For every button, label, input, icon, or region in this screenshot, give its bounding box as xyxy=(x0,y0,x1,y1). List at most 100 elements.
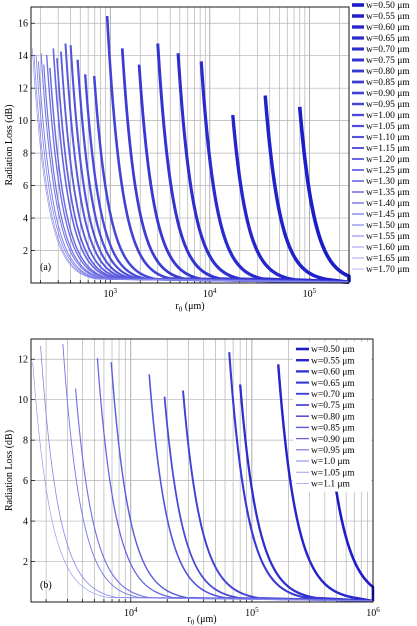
legend-entry: w=0.75 μm xyxy=(366,56,410,66)
series-line xyxy=(33,56,349,283)
series-group xyxy=(32,344,375,603)
legend-entry: w=1.40 μm xyxy=(366,199,410,209)
series-line xyxy=(120,48,349,284)
series-line xyxy=(148,374,373,602)
series-line xyxy=(46,54,349,283)
series-line xyxy=(239,384,374,603)
legend-entry: w=1.15 μm xyxy=(366,144,410,154)
legend-entry: w=1.70 μm xyxy=(366,265,410,275)
y-tick-label: 6 xyxy=(23,476,28,487)
series-line xyxy=(96,358,373,602)
legend-entry: w=0.55 μm xyxy=(366,12,410,22)
y-tick-label: 6 xyxy=(23,181,28,192)
series-line xyxy=(182,390,373,602)
legend-entry: w=1.45 μm xyxy=(366,210,410,220)
legend-entry: w=0.65 μm xyxy=(366,34,410,44)
y-tick-label: 2 xyxy=(23,246,28,257)
x-tick-label: 105 xyxy=(303,287,317,300)
axes-frame xyxy=(30,338,374,603)
series-line xyxy=(297,106,351,283)
y-tick-label: 4 xyxy=(23,517,28,528)
series-line xyxy=(56,58,349,284)
legend: w=0.50 μmw=0.55 μmw=0.60 μmw=0.65 μm w=0.… xyxy=(352,1,410,275)
y-axis-label: Radiation Loss (dB) xyxy=(4,104,15,185)
series-line xyxy=(176,53,350,284)
legend-entry: w=0.60 μm xyxy=(311,368,355,378)
series-line xyxy=(32,48,349,283)
legend-entry: w=1.20 μm xyxy=(366,155,410,165)
legend-entry: w=0.50 μm xyxy=(366,1,410,11)
series-line xyxy=(75,388,373,602)
x-axis-label: r0 (μm) xyxy=(187,614,216,626)
series-line xyxy=(69,45,349,284)
legend-entry: w=1.60 μm xyxy=(366,243,410,253)
x-tick-label: 105 xyxy=(245,606,259,619)
series-line xyxy=(76,59,349,284)
x-tick-label: 104 xyxy=(203,287,217,300)
y-axis-label: Radiation Loss (dB) xyxy=(4,430,15,511)
legend-entry: w=1.1 μm xyxy=(311,480,351,490)
series-line xyxy=(40,346,373,602)
series-line xyxy=(163,396,373,602)
legend-entry: w=1.65 μm xyxy=(366,254,410,264)
series-line xyxy=(35,54,349,283)
y-tick-label: 8 xyxy=(23,149,28,160)
y-tick-label: 14 xyxy=(18,51,28,62)
legend-entry: w=0.85 μm xyxy=(366,78,410,88)
y-tick-label: 12 xyxy=(18,84,28,95)
legend-entry: w=1.25 μm xyxy=(366,166,410,176)
legend-entry: w=0.90 μm xyxy=(311,435,355,445)
legend-entry: w=0.85 μm xyxy=(311,424,355,434)
chart-panel-b: 2 4 6 8 10 12 104 105 106 w=0.50 μmw=0.55 μm w=0.6… xyxy=(4,338,380,626)
series-line xyxy=(110,362,373,602)
legend-entry: w=0.80 μm xyxy=(366,67,410,77)
legend-entry: w=0.75 μm xyxy=(311,401,355,411)
legend-entry: w=0.70 μm xyxy=(311,390,355,400)
series-line xyxy=(62,344,373,602)
legend-entry: w=0.95 μm xyxy=(366,100,410,110)
series-line xyxy=(83,74,349,284)
series-line xyxy=(52,48,349,283)
x-tick-label: 106 xyxy=(366,606,380,619)
series-line xyxy=(64,43,349,284)
x-tick-label: 103 xyxy=(103,287,117,300)
y-tick-label: 4 xyxy=(23,214,28,225)
panel-label: (a) xyxy=(40,262,51,273)
series-line xyxy=(43,64,349,283)
y-tick-label: 2 xyxy=(23,557,28,568)
y-tick-label: 10 xyxy=(18,395,28,406)
legend-entry: w=0.65 μm xyxy=(311,379,355,389)
legend-entry: w=0.80 μm xyxy=(311,412,355,422)
series-line xyxy=(137,64,349,284)
series-line xyxy=(228,352,374,603)
legend-entry: w=1.00 μm xyxy=(366,111,410,121)
legend-entry: w=1.35 μm xyxy=(366,188,410,198)
series-line xyxy=(49,67,349,283)
series-line xyxy=(92,75,349,284)
series-line xyxy=(60,51,349,284)
legend-entry: w=0.95 μm xyxy=(311,446,355,456)
series-line xyxy=(199,61,350,284)
x-tick-label: 104 xyxy=(124,606,138,619)
panel-label: (b) xyxy=(40,580,52,591)
series-line xyxy=(105,15,349,284)
legend-entry: w=0.50 μm xyxy=(311,345,355,355)
legend-entry: w=0.90 μm xyxy=(366,89,410,99)
series-line xyxy=(156,43,349,284)
legend-entry: w=1.30 μm xyxy=(366,177,410,187)
y-tick-label: 10 xyxy=(18,116,28,127)
series-line xyxy=(32,362,373,602)
series-group xyxy=(32,15,351,284)
series-line xyxy=(277,364,374,603)
legend: w=0.50 μmw=0.55 μmw=0.60 μmw=0.65 μmw=0.… xyxy=(293,342,371,492)
legend-entry: w=0.55 μm xyxy=(311,356,355,366)
legend-entry: w=1.05 μm xyxy=(366,122,410,132)
y-tick-label: 16 xyxy=(18,19,28,30)
legend-entry: w=1.05 μm xyxy=(311,468,355,478)
legend-entry: w=0.60 μm xyxy=(366,23,410,33)
legend-entry: w=1.55 μm xyxy=(366,232,410,242)
legend-entry: w=1.0 μm xyxy=(311,457,351,467)
axes-frame xyxy=(30,6,350,284)
